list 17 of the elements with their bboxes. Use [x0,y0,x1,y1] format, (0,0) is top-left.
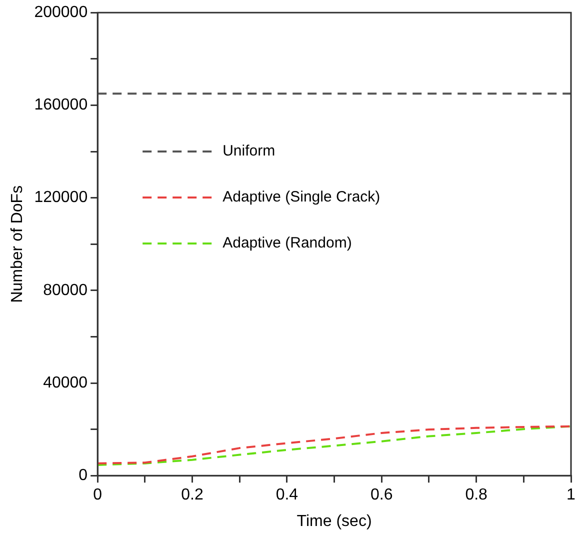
x-tick-label: 0.8 [465,486,488,504]
x-axis-title: Time (sec) [296,512,372,530]
legend-label: Uniform [222,142,276,160]
y-tick-label: 200000 [34,4,88,22]
y-tick-label: 80000 [43,282,88,299]
y-tick-label: 120000 [34,189,88,206]
legend-label: Adaptive (Random) [222,234,352,252]
x-tick-label: 0.2 [181,486,204,504]
y-tick-label: 160000 [34,96,88,114]
legend-label: Adaptive (Single Crack) [222,188,380,206]
x-tick-label: 1 [566,486,576,504]
x-tick-label: 0.4 [276,486,298,504]
y-axis-title: Number of DoFs [9,185,26,303]
x-tick-label: 0.6 [370,486,393,504]
y-tick-label: 40000 [43,374,88,392]
y-tick-label: 0 [78,467,88,484]
x-tick-label: 0 [93,486,102,504]
